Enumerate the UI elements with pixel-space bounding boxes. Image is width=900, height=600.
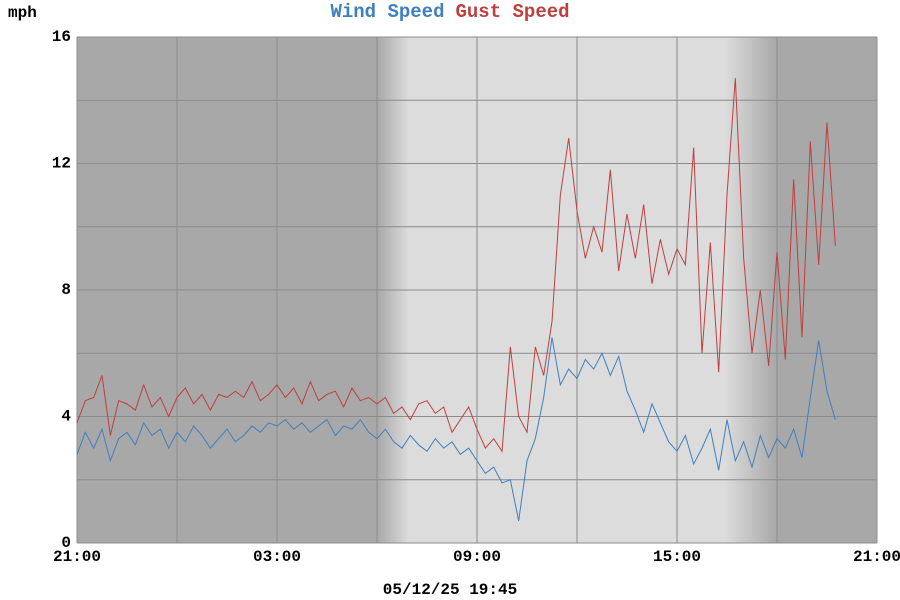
y-tick-label: 16 [52, 28, 71, 46]
x-tick-label: 15:00 [653, 548, 701, 566]
y-tick-label: 4 [61, 408, 71, 426]
x-tick-label: 03:00 [253, 548, 301, 566]
y-tick-label: 8 [61, 281, 71, 299]
y-axis-label: mph [8, 4, 37, 22]
data-line [76, 337, 836, 521]
legend-entry: Gust Speed [456, 1, 570, 23]
footer: 05/12/25 19:45 [383, 581, 517, 599]
legend-entry: Wind Speed [330, 1, 444, 23]
x-tick-label: 21:00 [53, 548, 101, 566]
y-tick-label: 12 [52, 155, 71, 173]
data-line [76, 78, 836, 453]
x-tick-label: 09:00 [453, 548, 501, 566]
y-tick-label: 0 [61, 534, 71, 552]
x-tick-label: 21:00 [853, 548, 900, 566]
